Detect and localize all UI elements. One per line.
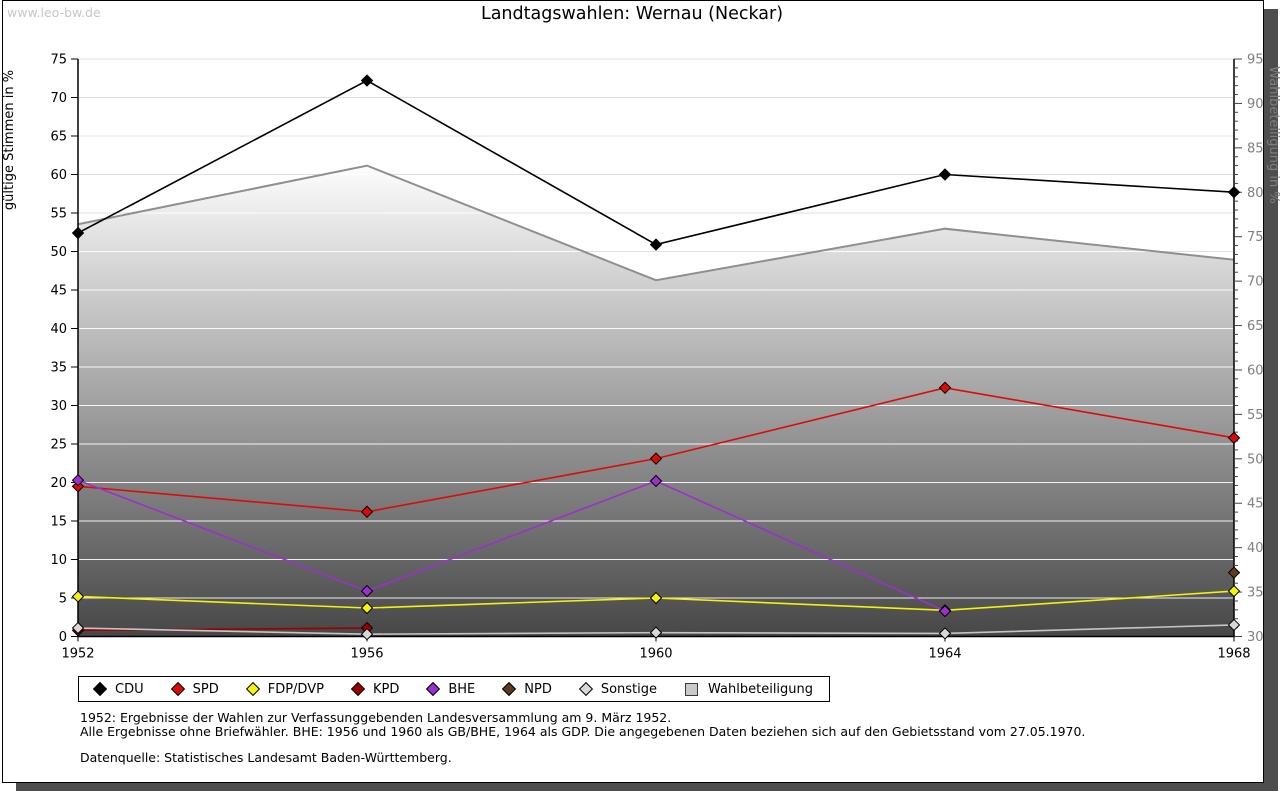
right-tick-label: 75	[1247, 230, 1264, 245]
footnote-line-1: 1952: Ergebnisse der Wahlen zur Verfassu…	[80, 710, 672, 725]
left-tick-label: 40	[50, 322, 67, 337]
right-tick-label: 30	[1247, 630, 1264, 645]
right-tick-label: 50	[1247, 452, 1264, 467]
x-tick-label: 1960	[639, 647, 672, 662]
right-axis-title: Wahlbeteiligung in %	[1266, 66, 1280, 203]
legend-marker-kpd-icon	[350, 681, 366, 697]
series-cdu-marker	[938, 168, 952, 181]
watermark: www.leo-bw.de	[7, 5, 101, 20]
legend-marker-fdp-dvp-icon	[245, 681, 260, 697]
legend-item-fdp-dvp: FDP/DVP	[245, 681, 324, 697]
series-npd-marker	[1227, 566, 1241, 579]
legend-marker-cdu-icon	[92, 681, 108, 697]
left-tick-label: 30	[50, 399, 67, 414]
left-tick-label: 5	[59, 592, 67, 607]
series-bhe-marker	[71, 473, 85, 487]
series-cdu-marker	[71, 226, 85, 240]
x-tick-label: 1956	[350, 647, 383, 662]
right-tick-label: 45	[1247, 497, 1264, 512]
left-tick-label: 45	[50, 284, 67, 299]
left-tick-label: 65	[50, 130, 67, 145]
left-tick-label: 15	[50, 515, 67, 530]
legend-label-kpd: KPD	[372, 681, 400, 697]
legend-item-sonstige: Sonstige	[578, 681, 658, 697]
legend-item-npd: NPD	[502, 682, 552, 697]
left-tick-label: 75	[50, 53, 67, 68]
left-tick-label: 0	[59, 630, 67, 645]
right-tick-label: 70	[1247, 275, 1264, 290]
legend-item-spd: SPD	[170, 681, 219, 697]
series-kpd-line	[77, 627, 368, 632]
left-axis-title: gültige Stimmen in %	[2, 70, 17, 210]
footnote-line-2: Alle Ergebnisse ohne Briefwähler. BHE: 1…	[80, 724, 1086, 739]
left-tick-label: 55	[50, 207, 67, 222]
series-sonstige-marker	[1227, 618, 1241, 632]
left-tick-label: 50	[50, 245, 67, 260]
legend-label-npd: NPD	[524, 681, 552, 697]
left-tick-label: 10	[50, 553, 67, 568]
right-tick-label: 90	[1247, 97, 1264, 112]
legend-item-cdu: CDU	[92, 681, 144, 697]
legend-marker-npd-icon	[502, 681, 517, 697]
legend-marker-bhe-icon	[426, 681, 441, 697]
legend-label-fdp-dvp: FDP/DVP	[267, 681, 324, 697]
right-tick-label: 85	[1247, 141, 1264, 156]
right-tick-label: 65	[1247, 319, 1264, 334]
legend-label-cdu: CDU	[115, 681, 144, 697]
series-bhe-marker	[649, 474, 663, 488]
x-tick-label: 1968	[1217, 647, 1250, 662]
series-cdu-marker	[1227, 186, 1241, 199]
series-bhe-marker	[360, 584, 374, 598]
left-tick-label: 60	[50, 168, 67, 183]
legend-marker-spd-icon	[170, 681, 185, 697]
series-sonstige-marker	[71, 621, 85, 635]
series-sonstige-marker	[360, 627, 374, 641]
series-bhe-line	[77, 479, 946, 612]
legend-label-spd: SPD	[192, 681, 219, 697]
series-cdu-marker	[649, 238, 663, 251]
legend-marker-sonstige-icon	[578, 681, 593, 697]
series-fdp-dvp-marker	[1227, 584, 1241, 598]
series-sonstige-marker	[938, 627, 952, 640]
left-tick-label: 25	[50, 438, 67, 453]
right-tick-label: 55	[1247, 408, 1264, 423]
left-tick-label: 70	[50, 91, 67, 106]
turnout-edge-line	[77, 164, 1235, 282]
series-spd-marker	[938, 381, 952, 394]
right-tick-label: 40	[1247, 541, 1264, 556]
series-fdp-dvp-marker	[71, 590, 85, 603]
legend-item-kpd: KPD	[350, 681, 400, 697]
right-tick-label: 95	[1247, 53, 1264, 68]
series-bhe-marker	[938, 604, 952, 618]
series-cdu-marker	[360, 74, 374, 87]
left-tick-label: 20	[50, 476, 67, 491]
series-spd-marker	[360, 505, 374, 518]
series-fdp-dvp-marker	[360, 601, 374, 615]
series-fdp-dvp-marker	[649, 591, 663, 605]
left-tick-label: 35	[50, 361, 67, 376]
legend-marker-wahlbeteiligung-icon	[685, 682, 699, 696]
x-tick-label: 1964	[928, 647, 961, 662]
legend-label-sonstige: Sonstige	[600, 681, 658, 697]
legend-item-wahlbeteiligung: Wahlbeteiligung	[684, 682, 813, 697]
page-title: Landtagswahlen: Wernau (Neckar)	[480, 4, 784, 24]
series-spd-marker	[1227, 431, 1241, 445]
x-tick-label: 1952	[61, 647, 94, 662]
footnote-source: Datenquelle: Statistisches Landesamt Bad…	[80, 750, 452, 765]
right-tick-label: 35	[1247, 586, 1264, 601]
right-tick-label: 60	[1247, 363, 1264, 378]
legend-item-bhe: BHE	[426, 682, 475, 697]
series-spd-marker	[649, 452, 663, 465]
chart-legend: CDU SPD FDP/DVP KPD BHE NPD Sonstige Wahlbeteil…	[78, 676, 831, 702]
legend-label-bhe: BHE	[448, 681, 476, 697]
legend-label-wahlbeteiligung: Wahlbeteiligung	[708, 681, 814, 697]
election-line-chart: 0 5 10 15 20 25 30 35 40 45 50 55 60 65 70 75 30 35 40 45 50…	[2, 53, 1280, 662]
right-tick-label: 80	[1247, 186, 1264, 201]
turnout-area	[78, 165, 1234, 637]
series-sonstige-marker	[649, 626, 663, 639]
